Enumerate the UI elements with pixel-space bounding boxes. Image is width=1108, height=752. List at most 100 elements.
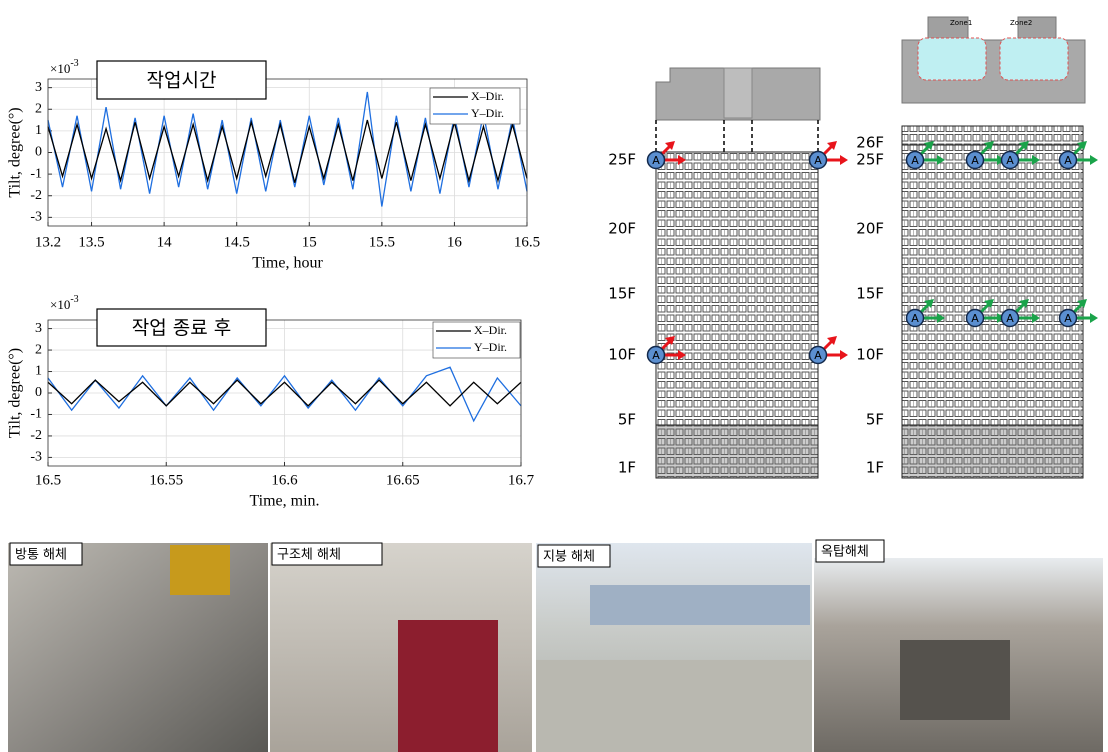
plot-frame xyxy=(47,319,522,467)
sensor-arrowhead xyxy=(924,299,934,308)
caption-box xyxy=(271,542,383,566)
sensor xyxy=(808,150,828,170)
y-tick-label: -2 xyxy=(30,188,42,203)
y-tick-label: 1 xyxy=(35,123,42,138)
data-line xyxy=(47,379,522,407)
pit xyxy=(900,640,1010,720)
sensor xyxy=(808,345,828,365)
sensor xyxy=(1000,150,1020,170)
x-tick-label: 13.5 xyxy=(78,234,104,250)
sensor-label: A xyxy=(971,312,979,325)
sensor-arrowhead xyxy=(1032,155,1040,165)
y-tick-label: -3 xyxy=(30,210,42,225)
y-tick-label: -3 xyxy=(30,450,42,465)
x-axis-label: Time, hour xyxy=(252,255,323,272)
annotation-box xyxy=(96,60,267,100)
sensor-arrowhead xyxy=(1077,299,1087,308)
sensor-arrowhead xyxy=(827,141,837,150)
sensor-arrowhead xyxy=(1032,313,1040,323)
y-tick-label: 2 xyxy=(35,101,42,116)
floor-label: 10F xyxy=(856,346,884,364)
sensor-arrowhead xyxy=(1019,299,1029,308)
sensor-arrowhead xyxy=(937,313,945,323)
roof-core xyxy=(723,67,753,119)
annotation-box xyxy=(96,308,267,347)
caption-box xyxy=(9,542,83,566)
floor-label: 10F xyxy=(608,346,636,364)
sensor-arrowhead xyxy=(1090,313,1098,323)
legend-label: X–Dir. xyxy=(474,323,507,337)
floor-label: 20F xyxy=(856,220,884,238)
x-tick-label: 16.5 xyxy=(35,472,61,488)
sensor xyxy=(1000,308,1020,328)
x-tick-label: 15 xyxy=(302,234,317,250)
sensor-arrowhead xyxy=(984,141,994,150)
excavator xyxy=(170,545,230,595)
sensor xyxy=(905,150,925,170)
annotation: 작업 종료 후 xyxy=(132,317,231,339)
sensor-arrowhead xyxy=(678,155,686,165)
plot-frame xyxy=(47,78,528,227)
multiplier-exponent: -3 xyxy=(70,58,78,69)
y-tick-label: 1 xyxy=(35,364,42,379)
sensor-label: A xyxy=(814,349,822,362)
sensor-arrowhead xyxy=(1090,155,1098,165)
zone-label: Zone1 xyxy=(950,19,972,27)
floor-label: 1F xyxy=(618,459,636,477)
caption-box xyxy=(537,544,611,568)
floor-label: 25F xyxy=(856,151,884,169)
sensor-arrowhead xyxy=(1077,141,1087,150)
facade-base xyxy=(655,424,819,479)
x-tick-label: 14.5 xyxy=(224,234,250,250)
caption-box xyxy=(815,539,885,563)
sensor-arrowhead xyxy=(827,336,837,345)
x-tick-label: 16.6 xyxy=(271,472,298,488)
roof-slab xyxy=(536,660,812,752)
sensor-label: A xyxy=(1006,154,1014,167)
x-tick-label: 16.7 xyxy=(508,472,535,488)
sensor xyxy=(1058,150,1078,170)
excavator xyxy=(398,620,498,752)
sensor-arrowhead xyxy=(984,299,994,308)
y-tick-label: 0 xyxy=(35,145,42,160)
zone xyxy=(917,37,987,81)
sensor-arrowhead xyxy=(937,155,945,165)
x-tick-label: 13.2 xyxy=(35,234,61,250)
y-axis-label: Tilt, degree(°) xyxy=(7,348,24,438)
floor-label: 20F xyxy=(608,220,636,238)
sensor-label: A xyxy=(652,154,660,167)
annotation: 작업시간 xyxy=(147,70,217,92)
sensor xyxy=(646,345,666,365)
y-tick-label: -1 xyxy=(30,166,42,181)
x-tick-label: 16.55 xyxy=(149,472,183,488)
sensor-arrowhead xyxy=(840,350,848,360)
axis-multiplier: ×10-3 xyxy=(50,58,79,76)
legend-label: Y–Dir. xyxy=(474,340,507,354)
sensor-arrowhead xyxy=(665,336,675,345)
floor-label: 5F xyxy=(866,411,884,429)
data-line xyxy=(47,366,522,423)
sensor-arrowhead xyxy=(1019,141,1029,150)
x-axis-label: Time, min. xyxy=(249,493,319,510)
sensor-label: A xyxy=(814,154,822,167)
sensor-label: A xyxy=(652,349,660,362)
y-tick-label: -2 xyxy=(30,428,42,443)
sensor-label: A xyxy=(971,154,979,167)
sensor-label: A xyxy=(911,154,919,167)
multiplier-base: ×10 xyxy=(50,297,70,312)
photo-caption: 옥탑해체 xyxy=(821,545,869,560)
floor-label: 15F xyxy=(856,285,884,303)
y-tick-label: 2 xyxy=(35,342,42,357)
sensor-label: A xyxy=(911,312,919,325)
sensor-arrowhead xyxy=(840,155,848,165)
sensor xyxy=(1058,308,1078,328)
y-tick-label: -1 xyxy=(30,407,42,422)
sensor xyxy=(965,150,985,170)
y-axis-label: Tilt, degree(°) xyxy=(7,107,24,197)
x-tick-label: 16 xyxy=(447,234,463,250)
y-tick-label: 3 xyxy=(35,80,42,95)
x-tick-label: 16.65 xyxy=(386,472,420,488)
floor-label: 5F xyxy=(618,411,636,429)
photo-caption: 방통 해체 xyxy=(15,548,67,563)
